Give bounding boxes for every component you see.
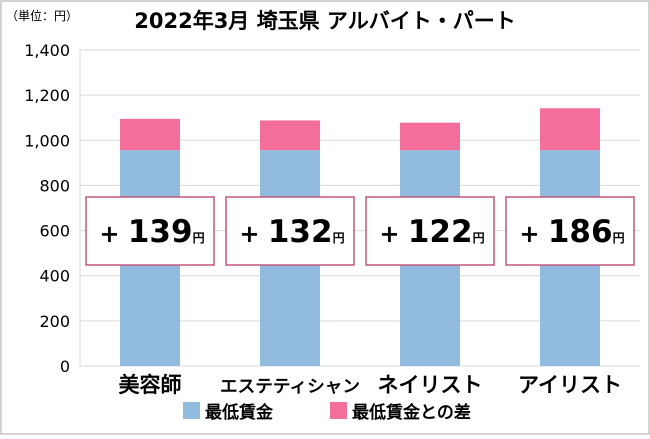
- x-tick-label: ネイリスト: [378, 373, 483, 397]
- legend-label: 最低賃金: [205, 402, 274, 423]
- y-tick-label: 1,200: [24, 86, 70, 105]
- annotation-unit: 円: [473, 231, 485, 245]
- annotation-box: [85, 196, 215, 266]
- x-tick-label: 美容師: [119, 373, 182, 397]
- annotation-unit: 円: [193, 231, 205, 245]
- annotation-box: [365, 196, 495, 266]
- y-axis: 0 200 400 600 800 1,000 1,200 1,400: [24, 41, 70, 376]
- annotation-prefix: +: [519, 220, 547, 248]
- annotation-label: + 186円: [519, 214, 624, 250]
- annotation-box: [225, 196, 355, 266]
- bar-segment-wage-difference: [260, 120, 320, 151]
- legend: 最低賃金 最低賃金との差: [183, 402, 471, 423]
- x-tick-label: アイリスト: [518, 373, 622, 397]
- annotation-value: 122: [408, 214, 473, 250]
- annotation-prefix: +: [379, 220, 407, 248]
- annotations: + 139円 + 132円 + 122円 + 186円: [85, 196, 635, 266]
- x-tick-label: エステティシャン: [220, 377, 360, 397]
- legend-swatch: [183, 402, 200, 419]
- y-tick-label: 1,000: [24, 131, 70, 150]
- bar-segment-wage-difference: [540, 108, 600, 151]
- annotation-value: 186: [548, 214, 613, 250]
- bar-segment-wage-difference: [120, 118, 180, 151]
- y-tick-label: 800: [39, 176, 70, 195]
- annotation-unit: 円: [333, 231, 345, 245]
- annotation-value: 139: [128, 214, 193, 250]
- annotation-prefix: +: [239, 220, 267, 248]
- y-tick-label: 400: [39, 267, 70, 286]
- y-tick-label: 1,400: [24, 41, 70, 60]
- annotation-label: + 139円: [99, 214, 204, 250]
- annotation-label: + 132円: [239, 214, 344, 250]
- legend-swatch: [330, 402, 347, 419]
- chart-title: 2022年3月 埼玉県 アルバイト・パート: [134, 9, 515, 33]
- y-tick-label: 200: [39, 312, 70, 331]
- annotation-value: 132: [268, 214, 333, 250]
- annotation-box: [505, 196, 635, 266]
- annotation-label: + 122円: [379, 214, 484, 250]
- unit-label: （単位：円）: [6, 8, 78, 23]
- y-tick-label: 0: [60, 357, 70, 376]
- x-axis: 美容師 エステティシャン ネイリスト アイリスト: [119, 373, 622, 397]
- legend-label: 最低賃金との差: [352, 402, 471, 423]
- annotation-unit: 円: [613, 231, 625, 245]
- bar-segment-wage-difference: [400, 122, 460, 151]
- y-tick-label: 600: [39, 222, 70, 241]
- annotation-prefix: +: [99, 220, 127, 248]
